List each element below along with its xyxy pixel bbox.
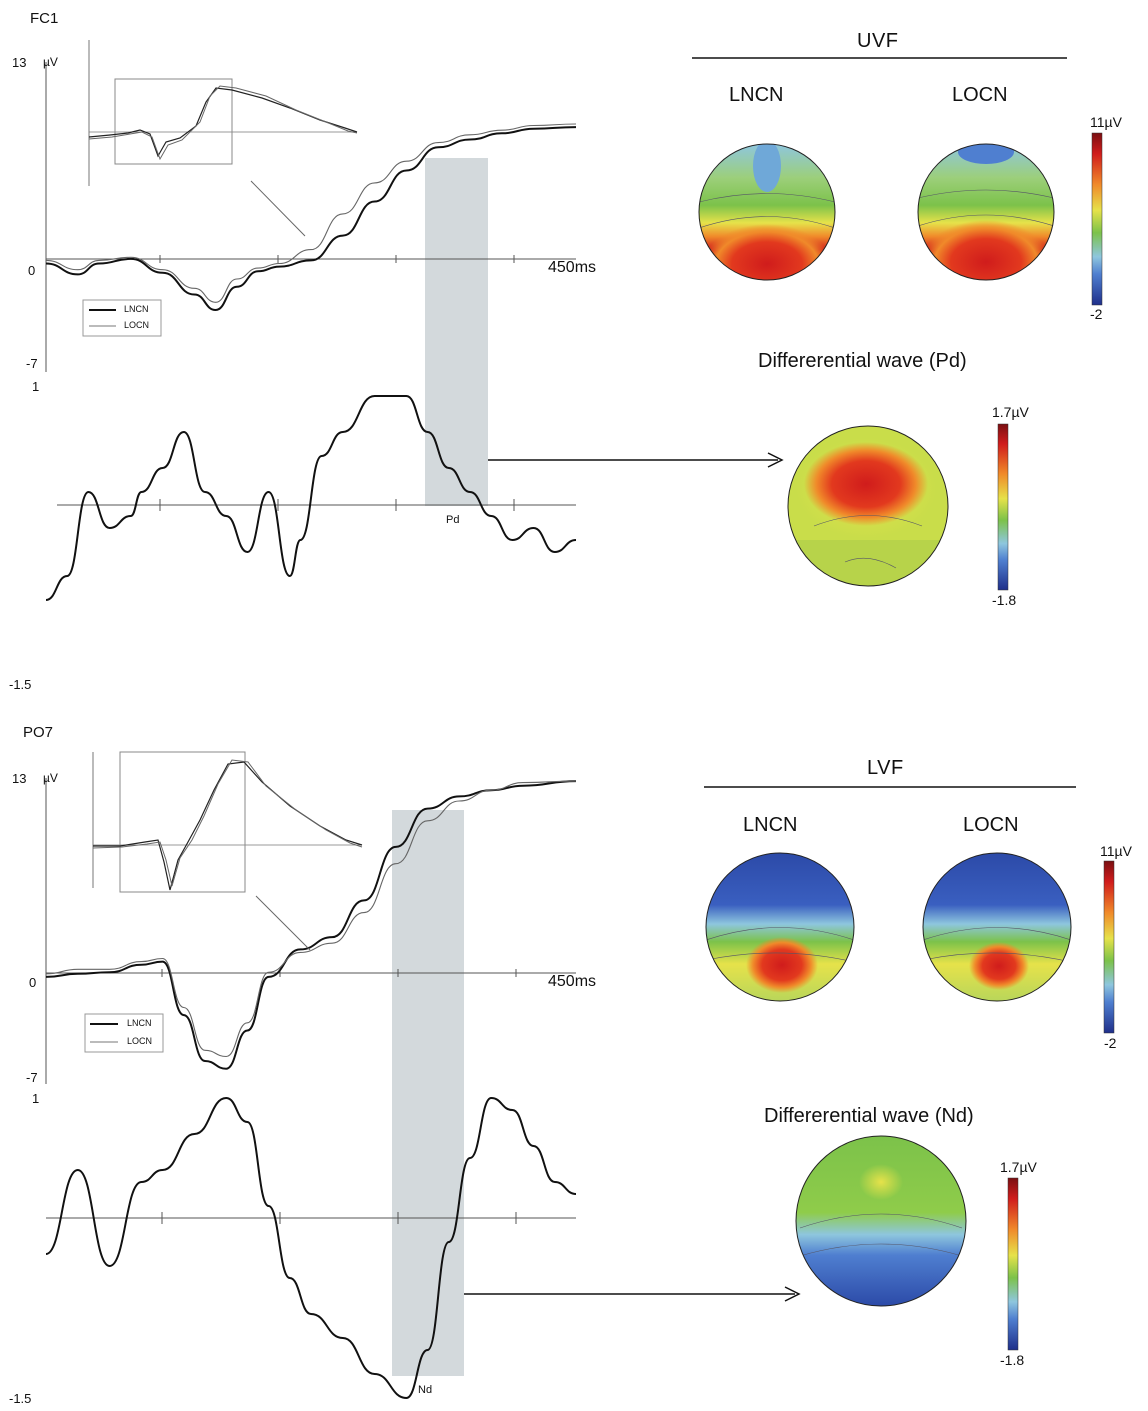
po7-difference-series-difference — [45, 1096, 577, 1400]
fc1-legend-locn: LOCN — [124, 320, 150, 330]
uvf-colorbar — [1091, 132, 1103, 306]
lvf-locn-title: LOCN — [963, 814, 1019, 836]
lvf-title: LVF — [867, 757, 904, 779]
lvf-locn-topomap — [922, 852, 1072, 1002]
nd-topomap — [795, 1135, 967, 1307]
po7-inset — [92, 751, 363, 951]
uvf-locn-title: LOCN — [952, 84, 1008, 106]
fc1-erp-zero: 0 — [28, 263, 36, 278]
uvf-scale-min: -2 — [1090, 306, 1103, 322]
nd-colorbar — [1007, 1177, 1019, 1351]
po7-erp-zero: 0 — [29, 975, 37, 990]
po7-legend-lncn: LNCN — [127, 1018, 152, 1028]
pd-scale-min: -1.8 — [992, 592, 1017, 608]
lvf-colorbar — [1103, 860, 1115, 1034]
fc1-inset — [88, 40, 358, 237]
po7-diff-line — [45, 1096, 577, 1400]
lvf-lncn-topomap — [705, 852, 855, 1002]
uvf-title: UVF — [857, 30, 899, 52]
fc1-legend-lncn: LNCN — [124, 304, 149, 314]
uvf-lncn-topomap — [698, 143, 836, 281]
po7-legend-box — [84, 1013, 164, 1053]
fc1-erp-ymax: 13 — [12, 55, 27, 70]
lvf-lncn-title: LNCN — [743, 814, 798, 836]
fc1-erp-ticks — [159, 255, 515, 263]
fc1-diff-ticks — [159, 499, 515, 511]
fc1-electrode-label: FC1 — [30, 10, 59, 27]
nd-diff-title: Differerential wave (Nd) — [764, 1105, 974, 1127]
fc1-erp-unit: µV — [43, 55, 58, 69]
fc1-diff-line — [45, 395, 577, 601]
fc1-erp-lines — [45, 123, 577, 312]
po7-electrode-label: PO7 — [23, 724, 54, 741]
pd-topomap — [787, 425, 949, 587]
nd-window — [392, 810, 464, 1376]
po7-panel — [45, 751, 801, 1400]
fc1-diff-ymax: 1 — [32, 379, 40, 394]
pd-colorbar — [997, 423, 1009, 591]
nd-scale-max: 1.7µV — [1000, 1159, 1037, 1175]
po7-legend-locn: LOCN — [127, 1036, 153, 1046]
pd-diff-title: Differerential wave (Pd) — [758, 350, 967, 372]
fc1-panel — [45, 40, 784, 601]
fc1-time-label: 450ms — [548, 259, 596, 277]
fc1-time-unit: ms — [574, 259, 597, 276]
po7-erp-unit: µV — [43, 771, 58, 785]
po7-time-value: 450 — [548, 973, 575, 990]
fc1-difference-series-difference — [45, 395, 577, 601]
nd-label: Nd — [418, 1384, 433, 1396]
pd-scale-max: 1.7µV — [992, 404, 1029, 420]
po7-diff-ticks — [161, 1212, 517, 1224]
po7-diff-ymin: -1.5 — [9, 1391, 32, 1406]
pd-window — [425, 158, 488, 506]
uvf-scale-max: 11µV — [1090, 114, 1122, 130]
po7-diff-ymax: 1 — [32, 1091, 40, 1106]
fc1-erp-series-locn — [45, 123, 577, 303]
po7-erp-series-lncn — [45, 780, 577, 1070]
lvf-scale-max: 11µV — [1100, 843, 1132, 859]
fc1-legend-box — [82, 299, 162, 337]
nd-scale-min: -1.8 — [1000, 1352, 1025, 1368]
po7-erp-ymin: -7 — [26, 1070, 38, 1085]
fc1-time-value: 450 — [548, 259, 575, 276]
uvf-lncn-title: LNCN — [729, 84, 784, 106]
po7-time-label: 450ms — [548, 973, 596, 991]
po7-time-unit: ms — [574, 973, 597, 990]
po7-erp-ymax: 13 — [12, 771, 27, 786]
pd-label: Pd — [446, 514, 460, 526]
fc1-erp-series-lncn — [45, 126, 577, 312]
po7-erp-lines — [45, 780, 577, 1070]
fc1-diff-ymin: -1.5 — [9, 677, 32, 692]
po7-erp-series-locn — [45, 780, 577, 1058]
fc1-erp-ymin: -7 — [26, 356, 38, 371]
lvf-scale-min: -2 — [1104, 1035, 1117, 1051]
uvf-locn-topomap — [917, 143, 1055, 281]
